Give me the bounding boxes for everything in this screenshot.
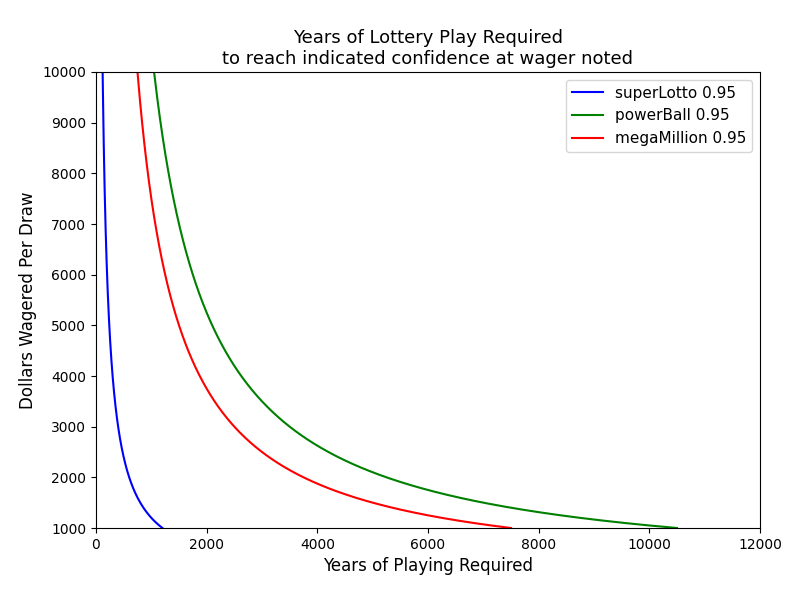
- superLotto 0.95: [100, 184, 110, 191]
- megaMillion 0.95: [249, 442, 258, 449]
- megaMillion 0.95: [506, 524, 516, 532]
- powerBall 0.95: [166, 184, 176, 191]
- superLotto 0.95: [158, 524, 167, 532]
- powerBall 0.95: [672, 524, 682, 532]
- superLotto 0.95: [99, 149, 109, 157]
- powerBall 0.95: [176, 228, 186, 235]
- Line: megaMillion 0.95: megaMillion 0.95: [138, 72, 511, 528]
- megaMillion 0.95: [133, 68, 142, 76]
- Line: powerBall 0.95: powerBall 0.95: [154, 72, 677, 528]
- powerBall 0.95: [312, 442, 322, 449]
- superLotto 0.95: [101, 228, 110, 235]
- megaMillion 0.95: [141, 149, 150, 157]
- megaMillion 0.95: [152, 228, 162, 235]
- powerBall 0.95: [150, 68, 159, 76]
- superLotto 0.95: [98, 68, 107, 76]
- X-axis label: Years of Playing Required: Years of Playing Required: [323, 557, 533, 575]
- powerBall 0.95: [222, 350, 232, 358]
- Legend: superLotto 0.95, powerBall 0.95, megaMillion 0.95: superLotto 0.95, powerBall 0.95, megaMil…: [566, 80, 752, 152]
- superLotto 0.95: [106, 350, 116, 358]
- powerBall 0.95: [182, 251, 192, 258]
- megaMillion 0.95: [145, 184, 154, 191]
- megaMillion 0.95: [156, 251, 166, 258]
- Title: Years of Lottery Play Required
to reach indicated confidence at wager noted: Years of Lottery Play Required to reach …: [222, 29, 634, 68]
- superLotto 0.95: [117, 442, 126, 449]
- powerBall 0.95: [160, 149, 170, 157]
- megaMillion 0.95: [185, 350, 194, 358]
- Line: superLotto 0.95: superLotto 0.95: [102, 72, 162, 528]
- Y-axis label: Dollars Wagered Per Draw: Dollars Wagered Per Draw: [19, 191, 37, 409]
- superLotto 0.95: [102, 251, 111, 258]
